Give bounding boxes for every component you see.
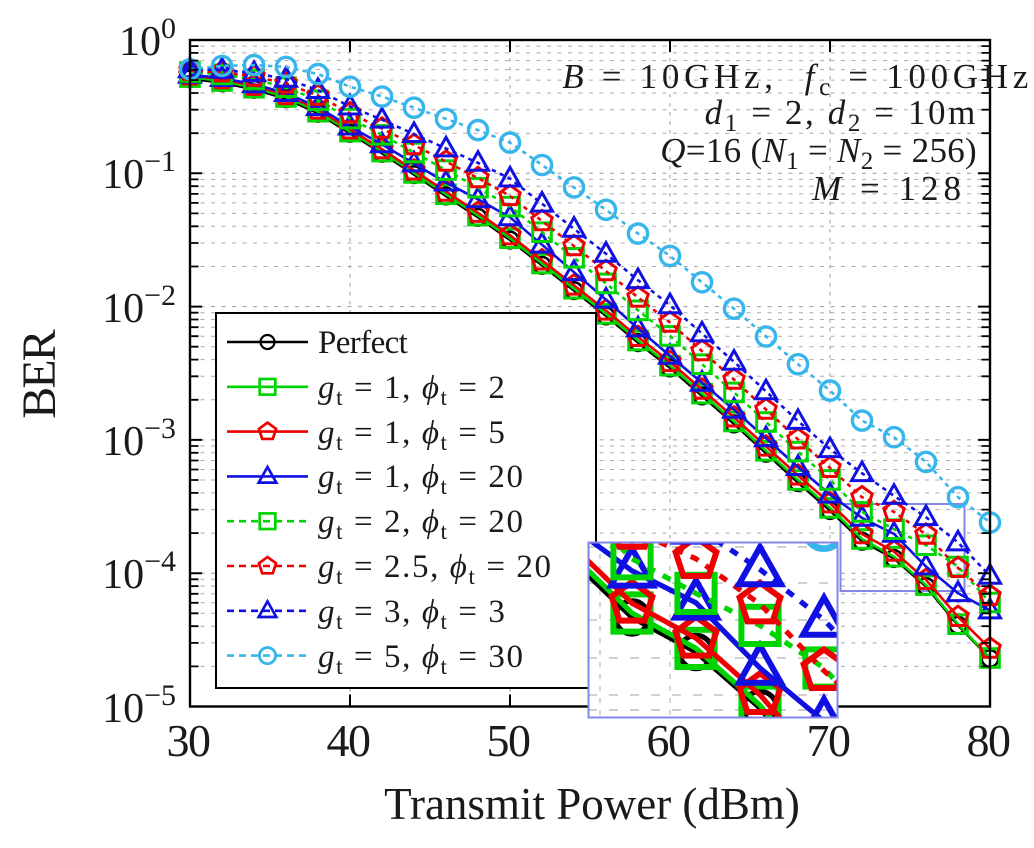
svg-text:30: 30 [167,715,211,766]
svg-text:80: 80 [967,715,1011,766]
svg-text:100: 100 [119,12,176,65]
svg-text:B = 10GHz, fc = 100GHz: B = 10GHz, fc = 100GHz [562,57,1033,101]
svg-text:10−5: 10−5 [102,679,176,732]
svg-text:60: 60 [647,715,691,766]
svg-text:gt = 1, ϕt = 20: gt = 1, ϕt = 20 [318,459,525,499]
svg-text:70: 70 [807,715,851,766]
svg-text:gt = 1, ϕt = 2: gt = 1, ϕt = 2 [318,370,507,410]
svg-text:10−2: 10−2 [102,279,176,332]
svg-text:10−1: 10−1 [102,145,176,198]
svg-text:gt = 2, ϕt = 20: gt = 2, ϕt = 20 [318,504,525,544]
svg-text:gt = 2.5, ϕt = 20: gt = 2.5, ϕt = 20 [318,549,553,589]
svg-text:gt = 3, ϕt = 3: gt = 3, ϕt = 3 [318,594,507,634]
svg-text:Transmit Power (dBm): Transmit Power (dBm) [384,779,800,829]
svg-text:d1 = 2, d2 = 10m: d1 = 2, d2 = 10m [705,93,978,137]
svg-text:M = 128: M = 128 [811,169,966,208]
svg-text:40: 40 [327,715,371,766]
svg-text:10−4: 10−4 [102,545,176,598]
svg-text:10−3: 10−3 [102,412,176,465]
svg-text:50: 50 [487,715,531,766]
svg-text:gt = 5, ϕt = 30: gt = 5, ϕt = 30 [318,639,525,679]
svg-text:gt = 1, ϕt = 5: gt = 1, ϕt = 5 [318,415,507,455]
svg-text:BER: BER [13,329,66,418]
svg-text:Perfect: Perfect [318,325,408,361]
svg-text:Q=16 (N1 = N2 = 256): Q=16 (N1 = N2 = 256) [660,131,977,175]
